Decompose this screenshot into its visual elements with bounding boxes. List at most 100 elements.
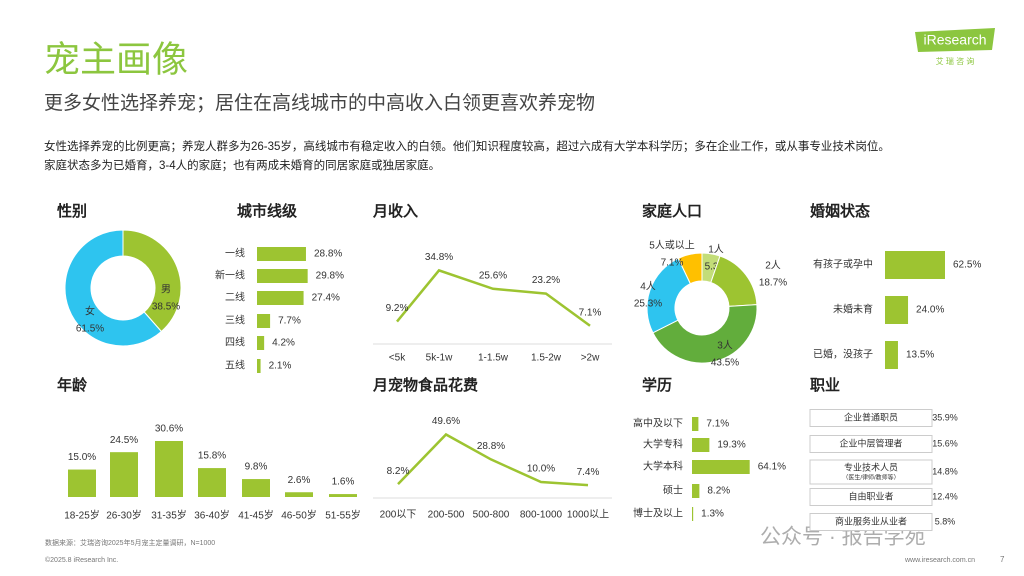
bar <box>329 494 357 497</box>
category-label: 已婚，没孩子 <box>813 348 873 361</box>
slice-label: 1人 <box>708 244 724 256</box>
x-tick-label: 41-45岁 <box>238 509 274 522</box>
bar <box>692 507 694 521</box>
bar <box>692 417 699 431</box>
value-label: 7.1% <box>579 307 602 318</box>
bar <box>257 336 265 350</box>
category-note: （医生/律师/教师等） <box>842 474 899 482</box>
category-box <box>809 435 933 453</box>
x-tick-label: 36-40岁 <box>194 509 230 522</box>
bar <box>257 291 304 305</box>
bar <box>257 359 261 373</box>
category-label: 专业技术人员 <box>844 461 898 472</box>
value-label: 12.4% <box>932 491 958 501</box>
slice-label: 男 <box>161 284 171 296</box>
value-label: 34.8% <box>425 252 453 263</box>
description: 家庭状态多为已婚育，3-4人的家庭；也有两成未婚育的同居家庭或独居家庭。 <box>44 158 440 172</box>
value-label: 2.1% <box>269 361 292 372</box>
value-label: 25.3% <box>634 299 662 310</box>
value-label: 5.8% <box>935 516 956 526</box>
value-label: 9.2% <box>386 303 409 314</box>
chart-title: 职业 <box>810 377 840 394</box>
chart-title: 性别 <box>57 202 87 220</box>
page-number: 7 <box>1000 555 1005 564</box>
bar <box>110 452 138 497</box>
pie-slice <box>122 229 182 333</box>
pie-slice <box>677 252 703 285</box>
value-label: 24.0% <box>916 305 944 316</box>
pie-slice <box>64 229 163 347</box>
line <box>397 432 589 487</box>
x-tick-label: 46-50岁 <box>281 509 317 522</box>
pie-slice <box>652 304 758 364</box>
value-label: 61.5% <box>76 324 104 335</box>
value-label: 18.7% <box>759 278 787 289</box>
category-box <box>809 488 933 506</box>
x-tick-label: 200以下 <box>380 510 417 521</box>
category-label: 二线 <box>225 291 245 304</box>
logo: iResearch <box>923 32 986 48</box>
value-label: 15.8% <box>198 451 226 462</box>
x-tick-label: 1-1.5w <box>478 353 509 364</box>
value-label: 24.5% <box>110 435 138 446</box>
value-label: 28.8% <box>477 441 505 452</box>
x-tick-label: 51-55岁 <box>325 509 361 522</box>
value-label: 14.8% <box>932 466 958 476</box>
category-label: 大学本科 <box>643 460 683 473</box>
chart-title: 婚姻状态 <box>810 202 870 220</box>
value-label: 29.8% <box>316 271 344 282</box>
value-label: 7.1% <box>661 258 684 269</box>
chart-title: 家庭人口 <box>642 202 702 220</box>
category-label: 自由职业者 <box>848 490 893 501</box>
x-tick-label: <5k <box>389 353 406 364</box>
x-tick-label: 500-800 <box>473 510 510 521</box>
category-label: 新一线 <box>215 269 245 282</box>
bar <box>257 314 271 328</box>
value-label: 8.2% <box>387 466 410 477</box>
bar <box>885 251 945 279</box>
slice-label: 3人 <box>717 340 733 352</box>
value-label: 4.2% <box>272 338 295 349</box>
value-label: 19.3% <box>717 440 745 451</box>
category-label: 高中及以下 <box>633 417 683 430</box>
value-label: 8.2% <box>707 486 730 497</box>
value-label: 9.8% <box>245 462 268 473</box>
url: www.iresearch.com.cn <box>904 557 975 564</box>
value-label: 64.1% <box>758 462 786 473</box>
value-label: 62.5% <box>953 260 981 271</box>
value-label: 30.6% <box>155 424 183 435</box>
source: 数据来源：艾瑞咨询2025年5月宠主定量调研，N=1000 <box>45 538 215 547</box>
value-label: 1.6% <box>332 477 355 488</box>
category-label: 企业中层管理者 <box>839 437 902 448</box>
value-label: 13.5% <box>906 350 934 361</box>
value-label: 1.3% <box>701 509 724 520</box>
bar <box>692 484 700 498</box>
value-label: 7.1% <box>706 419 729 430</box>
line <box>396 268 591 327</box>
value-label: 35.9% <box>932 412 958 422</box>
value-label: 23.2% <box>532 275 560 286</box>
bar <box>155 441 183 497</box>
x-tick-label: 800-1000 <box>520 510 563 521</box>
category-label: 五线 <box>225 359 245 372</box>
pie-slice <box>646 257 692 334</box>
logo-sub: 艾 瑞 咨 询 <box>936 56 975 66</box>
category-box <box>809 513 933 531</box>
bar <box>692 460 750 474</box>
category-label: 硕士 <box>663 484 683 497</box>
value-label: 43.5% <box>711 358 739 369</box>
value-label: 15.0% <box>68 452 96 463</box>
description: 女性选择养宠的比例更高；养宠人群多为26-35岁，高线城市有稳定收入的白领。他们… <box>44 139 890 153</box>
bar <box>68 469 96 497</box>
x-tick-label: >2w <box>581 353 600 364</box>
value-label: 25.6% <box>479 270 507 281</box>
value-label: 49.6% <box>432 416 460 427</box>
bar <box>285 492 313 497</box>
logo-box <box>915 28 995 52</box>
category-box <box>809 459 933 485</box>
category-label: 三线 <box>225 314 245 327</box>
slice-label: 女 <box>85 305 95 318</box>
category-label: 大学专科 <box>643 438 683 451</box>
x-tick-label: 1.5-2w <box>531 353 562 364</box>
